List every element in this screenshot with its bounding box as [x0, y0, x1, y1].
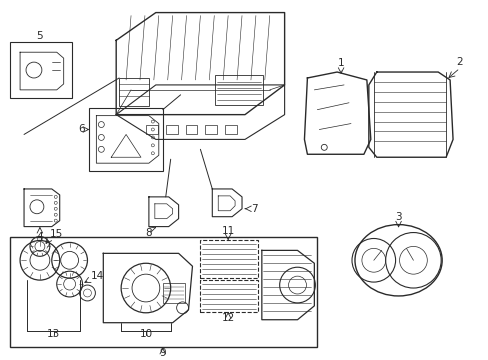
Text: 1: 1 [337, 58, 344, 68]
Bar [165, 125, 177, 134]
Bar [185, 125, 197, 134]
Text: 14: 14 [91, 271, 104, 281]
Text: 15: 15 [50, 229, 63, 239]
Text: 11: 11 [221, 226, 234, 235]
Bar [163, 283, 184, 303]
Bar [89, 108, 163, 171]
Text: 2: 2 [456, 57, 462, 67]
Bar [10, 237, 317, 347]
Text: 7: 7 [251, 204, 258, 214]
Text: 10: 10 [139, 329, 152, 339]
Bar [10, 42, 71, 98]
Bar [200, 240, 257, 278]
Text: 13: 13 [47, 329, 61, 339]
Text: 3: 3 [394, 212, 401, 222]
Text: 4: 4 [37, 231, 43, 242]
Bar [119, 78, 148, 106]
Bar [224, 125, 237, 134]
Text: 8: 8 [145, 228, 152, 238]
Text: 6: 6 [78, 125, 84, 135]
Bar [205, 125, 217, 134]
Bar [145, 125, 158, 134]
Text: 9: 9 [159, 348, 166, 359]
Text: 5: 5 [37, 31, 43, 41]
Text: 12: 12 [221, 313, 234, 323]
Bar [215, 75, 262, 105]
Bar [200, 280, 257, 312]
